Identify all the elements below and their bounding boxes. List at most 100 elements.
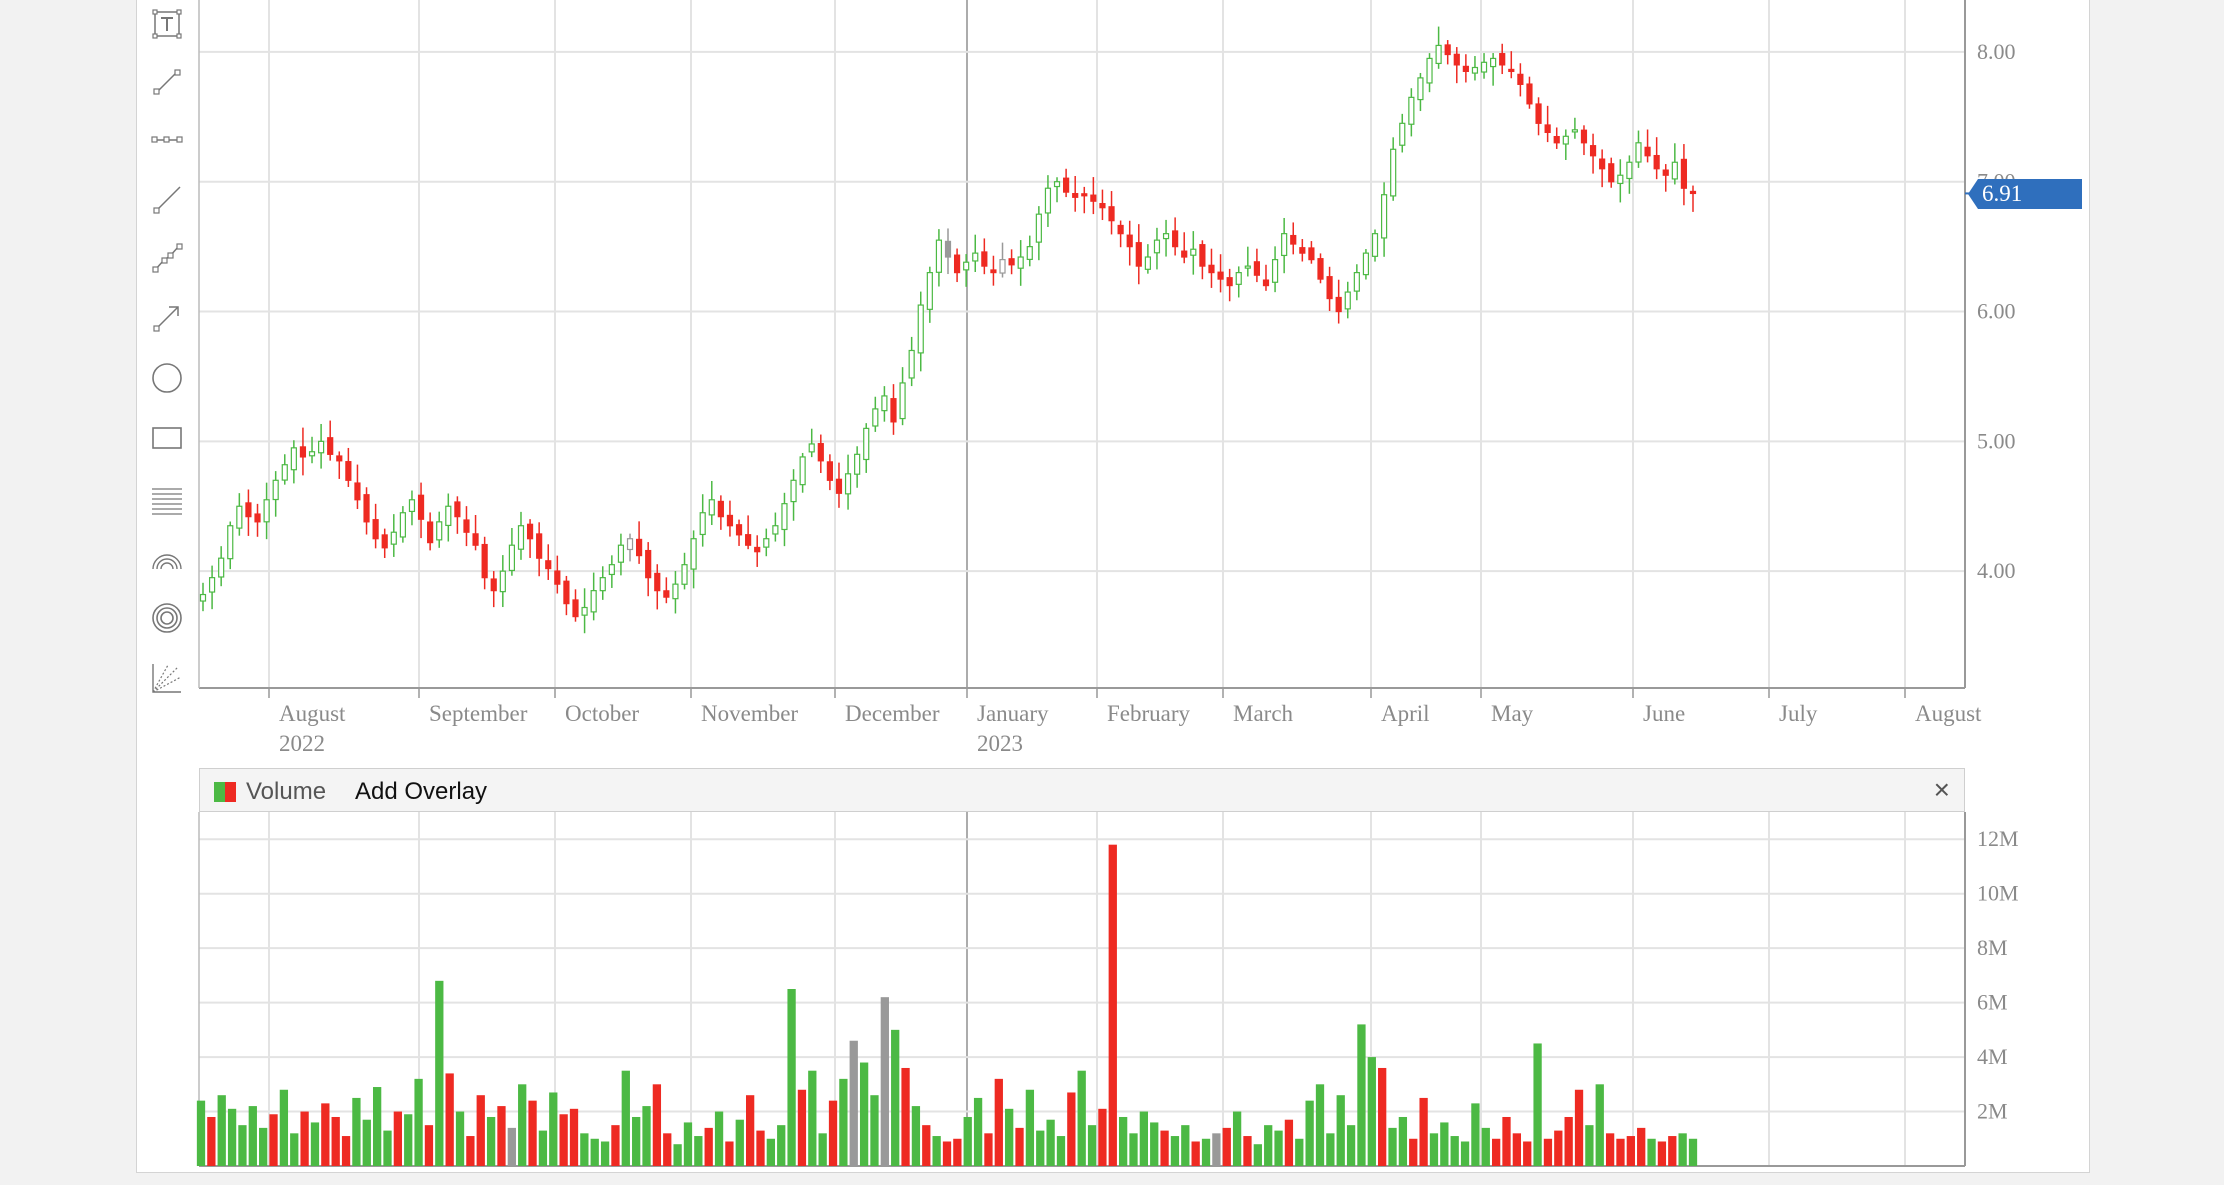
volume-bar: [1222, 1127, 1231, 1166]
candle-body: [590, 590, 597, 613]
volume-bar: [1108, 844, 1117, 1166]
candle-body: [1117, 224, 1124, 235]
volume-bar: [1574, 1089, 1584, 1166]
candle-body: [1235, 272, 1242, 285]
candle-body: [1689, 190, 1697, 195]
volume-bar: [331, 1116, 340, 1166]
candle-body: [817, 443, 824, 462]
volume-bar: [549, 1092, 558, 1166]
candle-body: [1026, 246, 1033, 260]
candle-body: [781, 503, 788, 531]
candle-body: [454, 501, 461, 518]
volume-bar: [590, 1138, 599, 1166]
volume-bar: [466, 1136, 475, 1166]
candle-body: [1390, 148, 1397, 197]
volume-bar: [1326, 1133, 1335, 1166]
candle-body: [363, 494, 370, 523]
candle-body: [1626, 161, 1633, 180]
candle-body: [1490, 57, 1497, 68]
volume-bar: [1626, 1136, 1635, 1166]
candle-body: [463, 519, 470, 533]
candle-body: [1244, 265, 1251, 269]
volume-bar: [745, 1095, 755, 1166]
volume-bar: [1668, 1136, 1677, 1166]
volume-bar: [911, 1106, 921, 1166]
candle-body: [1653, 154, 1660, 170]
candle-body: [1471, 66, 1479, 74]
rectangle-tool[interactable]: [147, 418, 187, 458]
candle-body: [981, 251, 988, 267]
volume-bar: [1533, 1043, 1542, 1166]
candle-body: [1299, 247, 1306, 254]
trend-fan-tool[interactable]: [147, 658, 187, 698]
candle-body: [1444, 44, 1451, 56]
ray-tool[interactable]: [147, 180, 187, 220]
volume-bar: [942, 1141, 952, 1166]
volume-bar: [994, 1078, 1003, 1166]
text-tool-icon: [152, 9, 182, 39]
candle-body: [953, 254, 961, 274]
candle-body: [572, 599, 579, 618]
volume-bar: [1336, 1095, 1345, 1166]
volume-bar: [507, 1127, 516, 1166]
candle-body: [272, 479, 279, 501]
candle-body: [499, 570, 506, 593]
candle-body: [908, 349, 915, 379]
circle-tool[interactable]: [147, 358, 187, 398]
x-tick-label: November: [701, 701, 798, 726]
candle-body: [390, 531, 397, 545]
volume-bar: [880, 997, 889, 1166]
candle-body: [963, 261, 970, 271]
volume-bar: [1512, 1133, 1522, 1166]
volume-label: Volume: [246, 778, 327, 805]
candle-body: [445, 505, 452, 527]
concentric-circles-tool[interactable]: [147, 598, 187, 638]
x-tick-label: May: [1491, 701, 1534, 726]
candle-body: [1008, 258, 1015, 266]
text-tool[interactable]: [147, 4, 187, 44]
candle-body: [554, 570, 561, 585]
candle-body: [1326, 276, 1333, 300]
volume-bar: [528, 1100, 537, 1166]
volume-bar: [1315, 1084, 1325, 1166]
polyline-tool[interactable]: [147, 238, 187, 278]
add-overlay-button[interactable]: Add Overlay: [355, 778, 488, 805]
candle-body: [472, 533, 479, 546]
candle-body: [336, 455, 343, 462]
candle-body: [1453, 53, 1460, 66]
chart-canvas[interactable]: 4.005.006.007.008.00August2022SeptemberO…: [137, 0, 2089, 1172]
candle-body: [917, 304, 924, 354]
candle-body: [1053, 181, 1061, 188]
segment-tool[interactable]: [147, 62, 187, 102]
candle-body: [299, 446, 307, 458]
candle-body: [1208, 264, 1215, 274]
volume-bar: [217, 1095, 226, 1166]
close-icon[interactable]: ×: [1933, 774, 1950, 805]
volume-bar: [1543, 1138, 1553, 1166]
volume-bar: [694, 1136, 703, 1166]
volume-bar: [559, 1114, 568, 1166]
volume-bar: [642, 1106, 651, 1166]
arrow-tool[interactable]: [147, 298, 187, 338]
volume-bar: [632, 1116, 641, 1166]
arc-tool[interactable]: [147, 540, 187, 580]
volume-bar: [569, 1108, 579, 1166]
candle-body: [436, 521, 443, 541]
volume-bar: [1688, 1138, 1698, 1166]
volume-bar: [259, 1127, 268, 1166]
candle-body: [536, 533, 543, 559]
parallel-lines-tool[interactable]: [147, 480, 187, 520]
candle-body: [1599, 158, 1606, 170]
x-tick-year-label: 2023: [977, 731, 1023, 756]
candle-body: [1362, 252, 1370, 276]
candle-body: [1671, 161, 1678, 180]
volume-bar: [818, 1133, 827, 1166]
volume-bar: [341, 1136, 351, 1166]
horizontal-segment-tool[interactable]: [147, 120, 187, 160]
candle-body: [808, 443, 815, 453]
volume-bar: [196, 1100, 206, 1166]
candle-body: [1199, 244, 1206, 267]
candle-body: [1426, 57, 1433, 84]
volume-bar: [1274, 1130, 1283, 1166]
volume-bar: [859, 1062, 869, 1166]
